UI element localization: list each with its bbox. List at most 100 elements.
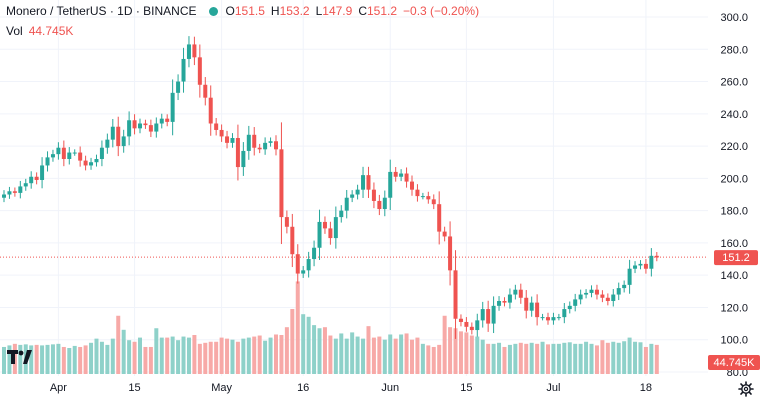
candle [518,289,523,298]
price-tick-label: 100.0 [720,335,748,347]
candle [469,326,474,331]
candle [491,305,496,324]
volume-bar [274,334,278,374]
volume-bar [339,333,344,374]
candle [7,191,12,195]
candle [410,181,414,190]
volume-bar [214,341,219,374]
volume-bar [486,343,491,374]
volume-bar [89,342,94,374]
volume-bar [165,337,170,374]
volume-bar [192,335,197,374]
volume-bar [154,328,159,374]
candle [99,147,104,159]
volume-bar [230,339,235,374]
volume-bar [426,345,431,374]
candle [622,284,627,289]
candle [355,189,360,195]
low-value: L147.9 [315,4,353,18]
volume-bar [225,338,230,374]
candle [589,289,594,293]
candle [295,254,300,274]
price-tick-label: 280.0 [720,44,748,56]
candle [546,317,550,321]
candle [502,301,507,303]
volume-bar [589,343,594,374]
tradingview-logo-icon[interactable] [6,347,34,369]
volume-bar [546,344,550,374]
volume-bar [170,336,175,374]
volume-bar [208,341,213,374]
volume-bar [50,344,55,374]
candle [89,162,94,166]
price-tick-label: 180.0 [720,206,748,218]
volume-bar [551,343,556,374]
volume-bar [654,344,659,374]
volume-bar [524,343,529,374]
candle [350,194,355,198]
candle [600,294,605,298]
volume-bar [2,346,6,374]
candle [214,123,219,130]
candle [143,123,148,126]
volume-bar [301,314,306,374]
candle [633,265,638,269]
volume-bar [458,331,463,374]
volume-bar [257,335,262,374]
candle [284,217,289,227]
volume-bar [361,338,366,374]
candle [486,309,491,324]
volume-bar [219,337,224,374]
candle [105,139,110,148]
candle [393,171,398,177]
volume-bar [464,332,469,374]
candle [274,141,278,150]
volume-bar [578,343,583,374]
candle [573,299,578,306]
price-tick-label: 240.0 [720,109,748,121]
volume-bar [638,342,643,374]
candle [333,217,338,239]
price-tick-label: 120.0 [720,302,748,314]
candle [371,189,376,201]
candle [34,176,39,180]
volume-bar [268,337,273,374]
volume-bar [404,333,409,374]
volume-bar [382,339,387,374]
volume-bar [7,345,12,374]
symbol-legend: Monero / TetherUS · 1D · BINANCE O151.5 … [6,4,479,18]
volume-bar [176,340,181,374]
candle [535,302,540,318]
volume-bar [420,343,425,374]
volume-bar [18,344,23,374]
candle [40,165,45,180]
volume-bar [453,328,458,374]
candle [176,81,181,93]
candle [366,175,371,190]
volume-bar [584,341,589,374]
candle [399,173,404,177]
market-status-dot [208,6,218,16]
volume-bar [344,338,349,374]
candle [339,210,344,218]
volume-bar [333,338,338,374]
candle [415,189,420,197]
gear-icon[interactable] [738,381,754,397]
candle [426,196,431,200]
candle [594,289,599,295]
candle [562,309,567,318]
candle [344,197,349,211]
volume-bar [186,337,191,374]
candles [2,36,659,339]
volume-bar [562,342,567,374]
candle [2,194,6,198]
candle [12,191,17,193]
candle [578,294,583,300]
candle [431,199,436,205]
candle [18,186,23,193]
candle [154,123,159,132]
candle [540,317,545,319]
symbol-title[interactable]: Monero / TetherUS · 1D · BINANCE [6,4,197,18]
volume-bar [410,339,414,374]
